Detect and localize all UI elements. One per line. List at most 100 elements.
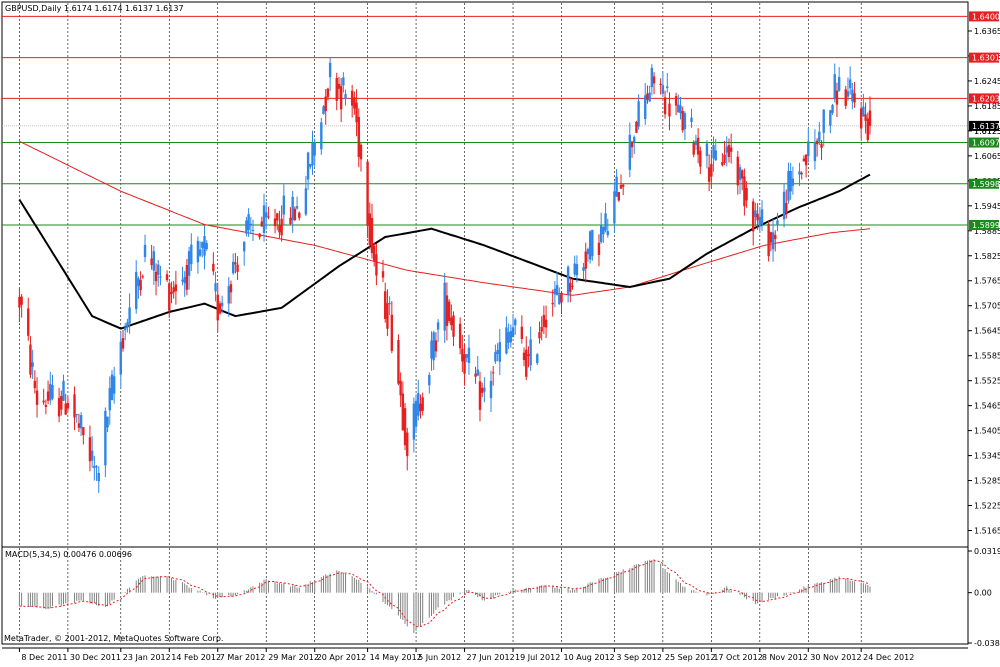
candle-body-bear <box>450 317 453 326</box>
candle-body-bear <box>540 326 543 332</box>
candle-body-bear <box>652 76 656 84</box>
candle-body-bull <box>760 209 764 225</box>
candle-body-bear <box>630 141 634 148</box>
candle-body-bull <box>291 196 294 221</box>
price-tags: 1.6400 1.6301 1.6203 1.6097 1.5998 1.5899 1.61… <box>969 11 1000 230</box>
candle-body-bull <box>112 376 116 394</box>
candle-body-bear <box>458 323 462 349</box>
y-tick-label: 1.5525 <box>974 377 1000 386</box>
x-tick-label: 30 Nov 2012 <box>810 653 861 662</box>
candle-body-bull <box>509 331 513 343</box>
candle-body-bull <box>705 143 709 156</box>
candle-body-bear <box>740 170 744 179</box>
macd-y-tick-label: 0.00 <box>974 589 992 598</box>
candle-body-bull <box>49 383 52 401</box>
plot-area <box>1 1 969 645</box>
candle-body-bear <box>397 339 400 384</box>
candle-body-bull <box>443 282 446 331</box>
candle-body-bull <box>536 354 539 364</box>
candle-body-bull <box>782 191 786 220</box>
candle-body-bear <box>668 103 671 117</box>
candle-body-bull <box>633 137 636 143</box>
candle-body-bear <box>560 292 563 303</box>
candle-body-bear <box>767 223 770 257</box>
candle-body-bear <box>18 296 21 308</box>
candle-body-bull <box>247 214 250 231</box>
candle-body-bear <box>723 154 726 163</box>
candle-body-bear <box>386 303 389 329</box>
candle-body-bull <box>862 106 865 117</box>
candle-body-bull <box>644 95 647 119</box>
candle-body-bear <box>229 284 233 293</box>
candle-body-bull <box>677 104 680 113</box>
candle-body-bear <box>707 167 711 182</box>
candle-body-bull <box>789 171 792 192</box>
ma-slow-line <box>19 140 871 296</box>
x-tick-label: 23 Jan 2012 <box>123 653 171 662</box>
level-tag-label: 1.6301 <box>972 54 1000 63</box>
x-tick-label: 7 Mar 2012 <box>220 653 266 662</box>
candle-body-bull <box>436 322 440 330</box>
candle-body-bear <box>835 90 839 105</box>
candle-body-bear <box>729 147 733 152</box>
candle-body-bear <box>280 218 283 236</box>
candle-body-bear <box>478 381 482 410</box>
x-tick-label: 20 Apr 2012 <box>317 653 366 662</box>
candle-body-bear <box>727 145 731 158</box>
candle-body-bull <box>511 327 515 337</box>
candle-body-bull <box>304 188 308 215</box>
candle-body-bear <box>390 314 394 351</box>
candle-body-bear <box>236 264 239 272</box>
candle-body-bear <box>20 296 23 305</box>
candle-body-bull <box>428 374 431 386</box>
candle-body-bull <box>295 206 299 209</box>
candle-body-bear <box>324 96 327 112</box>
candle-body-bear <box>710 164 713 177</box>
candle-body-bull <box>143 244 147 258</box>
candle-body-bull <box>322 106 325 115</box>
y-tick-label-hidden: 1.6125 <box>974 127 1000 136</box>
candle-body-bear <box>571 285 574 287</box>
candle-body-bull <box>95 466 98 468</box>
candle-body-bull <box>190 244 193 265</box>
candle-body-bear <box>381 271 385 278</box>
candle-body-bull <box>137 278 140 286</box>
candle-body-bull <box>123 327 127 331</box>
candle-body-bull <box>566 266 570 295</box>
x-tick-label: 14 Feb 2012 <box>171 653 221 662</box>
y-tick-label: 1.5825 <box>974 252 1000 261</box>
candle-body-bear <box>646 93 649 100</box>
candle-body-bear <box>434 340 438 352</box>
candle-body-bull <box>104 410 107 466</box>
candle-body-bear <box>752 201 755 232</box>
candle-body-bull <box>851 89 854 102</box>
candle-body-bull <box>483 387 486 392</box>
candle-body-bear <box>522 352 526 361</box>
candle-body-bear <box>27 308 30 336</box>
level-tag-label: 1.6400 <box>972 12 1000 21</box>
candle-body-bull <box>75 414 78 416</box>
candle-body-bull <box>650 67 654 88</box>
candle-body-bear <box>121 338 125 349</box>
candle-body-bear <box>622 184 625 187</box>
candle-body-bear <box>419 403 422 412</box>
candle-body-bear <box>474 373 477 377</box>
candle-body-bear <box>844 89 847 106</box>
candle-body-bull <box>183 276 186 284</box>
y-tick-label: 1.5585 <box>974 352 1000 361</box>
candle-body-bear <box>46 391 50 401</box>
candle-body-bear <box>384 291 387 319</box>
candle-body-bull <box>203 236 206 256</box>
candle-body-bear <box>339 86 343 110</box>
candle-body-bull <box>417 393 420 416</box>
candle-body-bull <box>51 384 54 399</box>
candle-body-bear <box>445 295 449 326</box>
candle-body-bear <box>663 97 667 115</box>
y-tick-label: 1.5225 <box>974 502 1000 511</box>
candle-body-bear <box>406 432 409 457</box>
y-tick-label: 1.5285 <box>974 477 1000 486</box>
candle-body-bull <box>661 85 665 94</box>
candle-body-bear <box>60 396 63 410</box>
candle-body-bear <box>355 102 358 123</box>
